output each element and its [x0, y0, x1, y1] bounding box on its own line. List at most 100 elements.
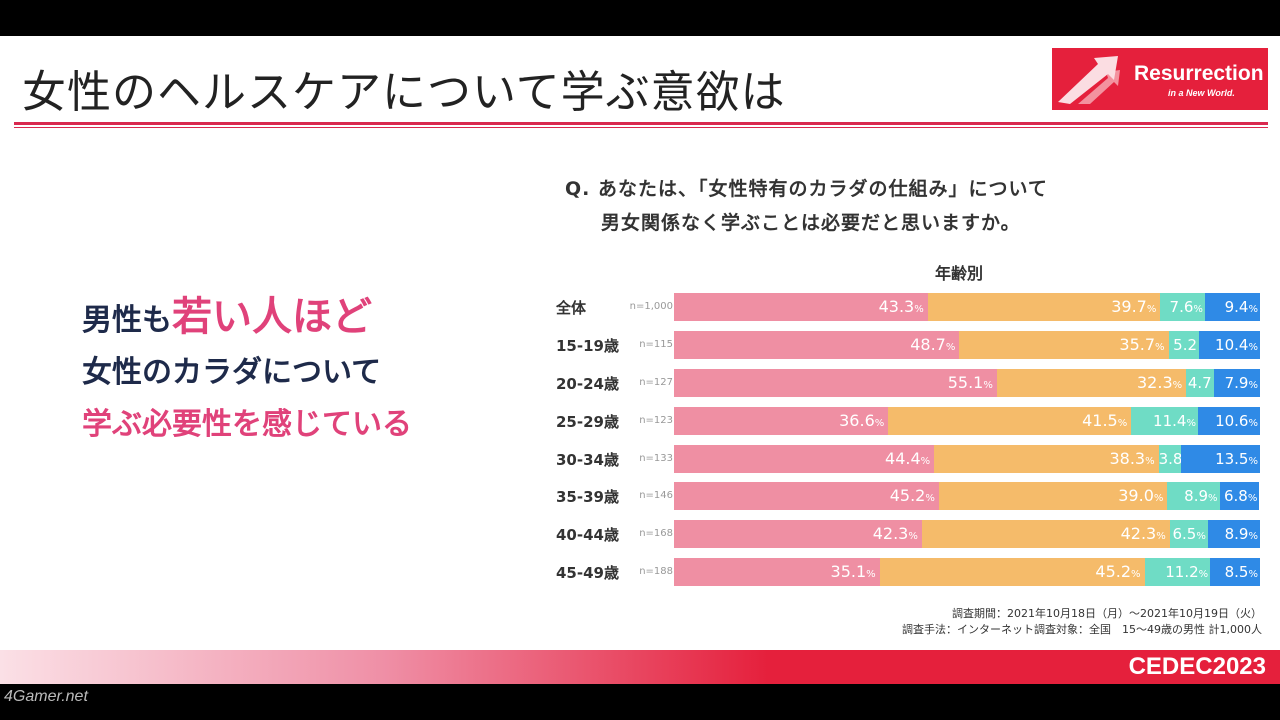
data-label: 7.9 [1224, 374, 1249, 392]
slide-title: 女性のヘルスケアについて学ぶ意欲は [22, 67, 786, 118]
headline-3: 学ぶ必要性を感じている [82, 407, 412, 442]
data-label: 32.3 [1137, 373, 1173, 392]
bar-segment-series4: 8.9% [1207, 520, 1260, 548]
data-label: 42.3 [1120, 524, 1157, 543]
headline-1a: 男性も [82, 303, 172, 338]
sample-size-label: n=1,000 [629, 301, 673, 312]
bar-segment-series4: 13.5% [1180, 445, 1260, 473]
chart-row: 20-24歳 n=127 55.1% 32.3% 4.7 7.9% [556, 369, 1266, 397]
category-label: 35-39歳 [556, 488, 619, 506]
category-label: 30-34歳 [556, 451, 619, 469]
bar-segment-series2: 39.0% [938, 482, 1168, 510]
stacked-bar: 42.3% 42.3% 6.5% 8.9% [674, 520, 1260, 548]
data-label: 3.8 [1158, 450, 1181, 468]
data-label: 43.3 [878, 297, 915, 316]
bar-segment-series2: 39.7% [927, 293, 1161, 321]
data-label: 48.7 [910, 335, 946, 354]
bar-segment-series1: 55.1% [674, 369, 997, 397]
category-label: 20-24歳 [556, 375, 619, 393]
data-label: 35.7 [1119, 335, 1156, 354]
notes-period: 調査期間：2021年10月18日（月）～2021年10月19日（火） [952, 607, 1262, 620]
bar-segment-series2: 35.7% [959, 331, 1169, 359]
cedec-logo: CEDEC2023 [1128, 653, 1266, 680]
chart-row: 45-49歳 n=188 35.1% 45.2% 11.2% 8.5% [556, 558, 1266, 586]
title-divider [14, 122, 1268, 125]
bar-segment-series3: 11.4% [1131, 407, 1198, 435]
data-label: 11.2 [1165, 563, 1199, 581]
notes-method: 調査手法：インターネット調査対象：全国 15～49歳の男性 計1,000人 [902, 623, 1262, 636]
data-label: 39.7 [1111, 297, 1147, 316]
category-label: 15-19歳 [556, 337, 619, 355]
bar-segment-series4: 10.6% [1197, 407, 1260, 435]
chart-row: 15-19歳 n=115 48.7% 35.7% 5.2 10.4% [556, 331, 1266, 359]
bar-segment-series1: 44.4% [674, 445, 935, 473]
chart-row: 全体 n=1,000 43.3% 39.7% 7.6% 9.4% [556, 293, 1266, 321]
data-label: 9.4 [1224, 298, 1249, 316]
sample-size-label: n=127 [639, 377, 673, 388]
data-label: 41.5 [1082, 411, 1118, 430]
bar-segment-series4: 7.9% [1213, 369, 1260, 397]
data-label: 13.5 [1215, 450, 1249, 468]
data-label: 44.4 [885, 449, 921, 468]
bar-segment-series4: 6.8% [1219, 482, 1260, 510]
data-label: 45.2 [1095, 562, 1132, 581]
data-label: 5.2 [1173, 336, 1198, 354]
stacked-bar: 43.3% 39.7% 7.6% 9.4% [674, 293, 1260, 321]
bar-segment-series3: 7.6% [1160, 293, 1205, 321]
stacked-bar: 44.4% 38.3% 3.8 13.5% [674, 445, 1260, 473]
bar-segment-series1: 35.1% [674, 558, 880, 586]
sample-size-label: n=115 [639, 339, 673, 350]
bar-segment-series1: 43.3% [674, 293, 928, 321]
bar-segment-series2: 38.3% [934, 445, 1159, 473]
category-label: 全体 [556, 299, 587, 317]
bar-segment-series3: 8.9% [1167, 482, 1220, 510]
chart-title: 年齢別 [935, 264, 984, 283]
category-label: 45-49歳 [556, 564, 619, 582]
headline-1b: 若い人ほど [172, 294, 372, 340]
category-label: 25-29歳 [556, 413, 619, 431]
stacked-bar: 45.2% 39.0% 8.9% 6.8% [674, 482, 1260, 510]
bar-segment-series1: 42.3% [674, 520, 922, 548]
chart-row: 30-34歳 n=133 44.4% 38.3% 3.8 13.5% [556, 445, 1266, 473]
watermark: 4Gamer.net [4, 688, 88, 705]
slide: 女性のヘルスケアについて学ぶ意欲は Resurrection in a New … [0, 36, 1280, 684]
stacked-bar: 48.7% 35.7% 5.2 10.4% [674, 331, 1260, 359]
data-label: 36.6 [839, 411, 875, 430]
data-label: 6.5 [1172, 525, 1197, 543]
data-label: 4.7 [1187, 374, 1212, 392]
resurrection-logo: Resurrection in a New World. [1052, 48, 1268, 110]
bar-segment-series4: 9.4% [1204, 293, 1260, 321]
data-label: 35.1 [830, 562, 867, 581]
headline-2: 女性のカラダについて [82, 355, 382, 390]
headline: 男性も若い人ほど 女性のカラダについて 学ぶ必要性を感じている [82, 291, 412, 451]
stacked-bar: 36.6% 41.5% 11.4% 10.6% [674, 407, 1260, 435]
bar-segment-series3: 11.2% [1144, 558, 1211, 586]
data-label: 8.9 [1184, 487, 1209, 505]
stacked-bar: 35.1% 45.2% 11.2% 8.5% [674, 558, 1260, 586]
chart-row: 40-44歳 n=168 42.3% 42.3% 6.5% 8.9% [556, 520, 1266, 548]
question-line1: Q. あなたは、「女性特有のカラダの仕組み」について [565, 178, 1048, 200]
data-label: 45.2 [889, 486, 926, 505]
data-label: 10.4 [1215, 336, 1249, 354]
bar-segment-series3: 5.2 [1168, 331, 1200, 359]
data-label: 55.1 [947, 373, 984, 392]
bar-segment-series1: 45.2% [674, 482, 939, 510]
chart-row: 35-39歳 n=146 45.2% 39.0% 8.9% 6.8% [556, 482, 1266, 510]
data-label: 42.3 [872, 524, 909, 543]
sample-size-label: n=188 [639, 566, 673, 577]
arrows-icon [1058, 56, 1120, 104]
data-label: 10.6 [1215, 412, 1249, 430]
bar-segment-series2: 32.3% [996, 369, 1187, 397]
logo-name: Resurrection [1134, 62, 1264, 85]
bar-segment-series4: 10.4% [1199, 331, 1260, 359]
bar-segment-series4: 8.5% [1210, 558, 1260, 586]
survey-notes: 調査期間：2021年10月18日（月）～2021年10月19日（火） 調査手法：… [902, 606, 1262, 638]
bar-segment-series3: 4.7 [1186, 369, 1214, 397]
data-label: 38.3 [1109, 449, 1146, 468]
bar-segment-series2: 45.2% [879, 558, 1145, 586]
sample-size-label: n=146 [639, 490, 673, 501]
bar-segment-series2: 41.5% [888, 407, 1132, 435]
data-label: 11.4 [1153, 412, 1187, 430]
title-divider-thin [14, 127, 1268, 128]
footer-band: CEDEC2023 [0, 650, 1280, 684]
